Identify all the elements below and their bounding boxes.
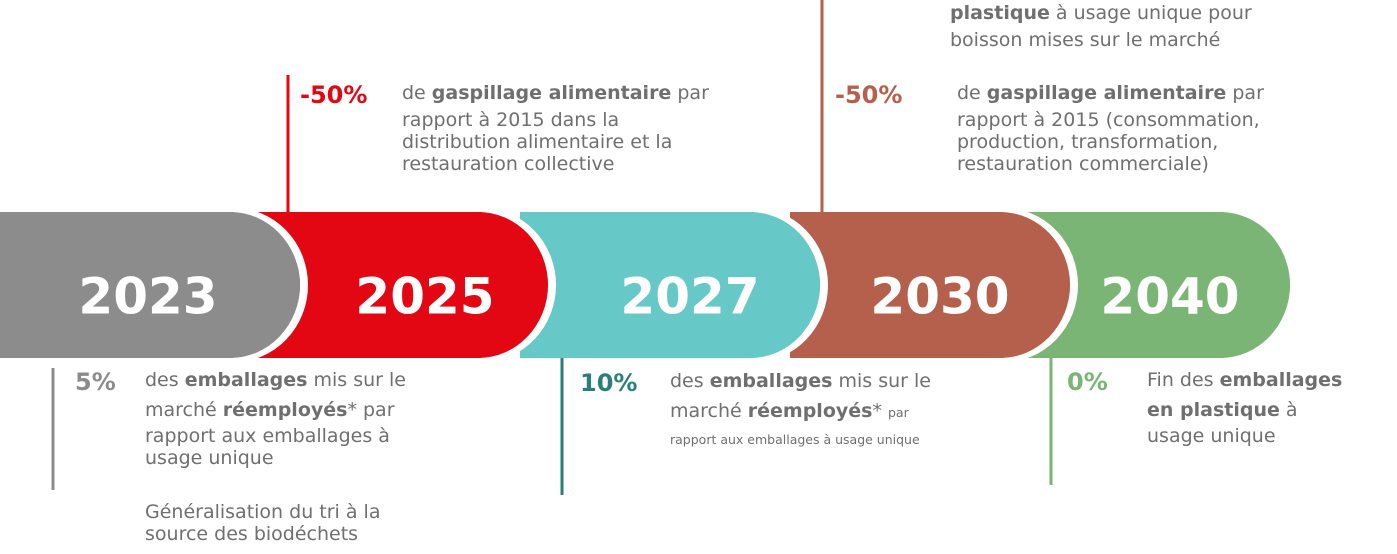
text-run: réemployés — [222, 398, 348, 421]
text-run: restauration commerciale) — [957, 152, 1209, 175]
note-line: marché réemployés* par — [145, 396, 406, 426]
text-run: par — [671, 82, 709, 104]
text-run: emballages — [709, 370, 833, 392]
text-run: emballages — [184, 369, 308, 391]
note-line: Généralisation du tri à la — [145, 501, 380, 523]
percent: -50% — [835, 0, 902, 1]
segment — [790, 212, 1070, 358]
text-run: production, transformation, — [957, 130, 1219, 153]
note-line: de gaspillage alimentaire par — [957, 79, 1264, 109]
note-line: rapport aux emballages à usage unique — [670, 427, 931, 451]
note-line: plastique à usage unique pour — [950, 0, 1252, 29]
note-line: boisson mises sur le marché — [950, 29, 1252, 51]
note-line: distribution alimentaire et la — [402, 131, 709, 153]
year: 2030 — [870, 268, 1009, 326]
text-run: gaspillage alimentaire — [431, 82, 672, 104]
note-line: restauration commerciale) — [957, 153, 1264, 175]
note-text: Fin des emballages en plastique à usage un… — [1147, 366, 1342, 447]
segment-rim — [1003, 208, 1078, 362]
text-run: à — [1279, 398, 1298, 421]
text-run: de — [957, 82, 987, 104]
year: 2027 — [620, 268, 759, 326]
text-run: marché — [145, 398, 223, 421]
year: 2025 — [355, 268, 494, 326]
text-run: * par — [347, 398, 395, 421]
text-run: rapport aux emballages à — [145, 425, 390, 447]
segment-rim — [481, 208, 556, 362]
text-run: Généralisation du tri à la — [145, 501, 381, 523]
text-run: emballages — [1219, 369, 1343, 391]
text-run: usage unique — [1147, 425, 1276, 447]
segment — [245, 212, 548, 358]
note-line: Fin des emballages — [1147, 366, 1342, 396]
note-line: production, transformation, — [957, 131, 1264, 153]
segment-rim — [753, 208, 828, 362]
segment-rim — [1223, 208, 1298, 362]
text-run: marché — [670, 399, 748, 422]
note-line: marché réemployés* par — [670, 397, 931, 428]
note-line: restauration collective — [402, 153, 709, 175]
note-line: de gaspillage alimentaire par — [402, 79, 709, 109]
text-run: source des biodéchets — [145, 523, 359, 545]
segment — [1020, 212, 1290, 358]
text-run: mis sur le — [832, 370, 931, 392]
text-run: de — [402, 82, 432, 104]
percent: -50% — [300, 81, 368, 109]
text-run: en plastique — [1147, 398, 1280, 421]
segment — [0, 212, 300, 358]
note-text: Généralisation du tri à la source des bio… — [145, 501, 380, 545]
text-run: distribution alimentaire et la — [402, 130, 673, 153]
text-run: des — [670, 370, 710, 392]
text-run: usage unique — [145, 447, 274, 469]
segment-rim — [233, 208, 308, 362]
percent: 10% — [580, 369, 638, 397]
note-text: de gaspillage alimentaire par rapport à 2… — [402, 79, 709, 175]
text-run: par — [888, 404, 909, 420]
note-line: en plastique à — [1147, 396, 1342, 426]
text-run: restauration collective — [402, 152, 615, 175]
text-run: des — [145, 369, 185, 391]
note-text: de gaspillage alimentaire par rapport à 2… — [957, 79, 1264, 175]
text-run: à usage unique pour — [1049, 2, 1252, 24]
text-run: réemployés — [747, 399, 873, 422]
note-text: des emballages mis sur le marché réemploy… — [145, 366, 406, 469]
text-run: rapport à 2015 dans la — [402, 108, 620, 131]
year: 2040 — [1100, 268, 1239, 326]
note-line: rapport à 2015 dans la — [402, 109, 709, 131]
text-run: Fin des — [1147, 369, 1220, 391]
note-line: des emballages mis sur le — [670, 367, 931, 397]
note-line: usage unique — [1147, 425, 1342, 447]
note-line: des emballages mis sur le — [145, 366, 406, 396]
note-line: rapport aux emballages à — [145, 425, 406, 447]
percent: 5% — [75, 368, 116, 396]
text-run: plastique — [950, 2, 1050, 24]
percent: -50% — [835, 81, 903, 109]
text-run: gaspillage alimentaire — [986, 82, 1227, 104]
note-line: usage unique — [145, 447, 406, 469]
text-run: * — [872, 399, 888, 422]
percent: 0% — [1067, 368, 1108, 396]
text-run: rapport aux emballages à usage unique — [670, 432, 920, 447]
note-text: des emballages mis sur le marché réemploy… — [670, 367, 931, 451]
text-run: mis sur le — [307, 369, 406, 391]
year: 2023 — [78, 268, 217, 326]
note-line: source des biodéchets — [145, 523, 380, 545]
note-text: plastique à usage unique pour boisson mis… — [950, 0, 1252, 51]
text-run: rapport à 2015 (consommation, — [957, 108, 1260, 131]
text-run: par — [1226, 82, 1264, 104]
segment — [520, 212, 820, 358]
note-line: rapport à 2015 (consommation, — [957, 109, 1264, 131]
text-run: boisson mises sur le marché — [950, 28, 1221, 51]
